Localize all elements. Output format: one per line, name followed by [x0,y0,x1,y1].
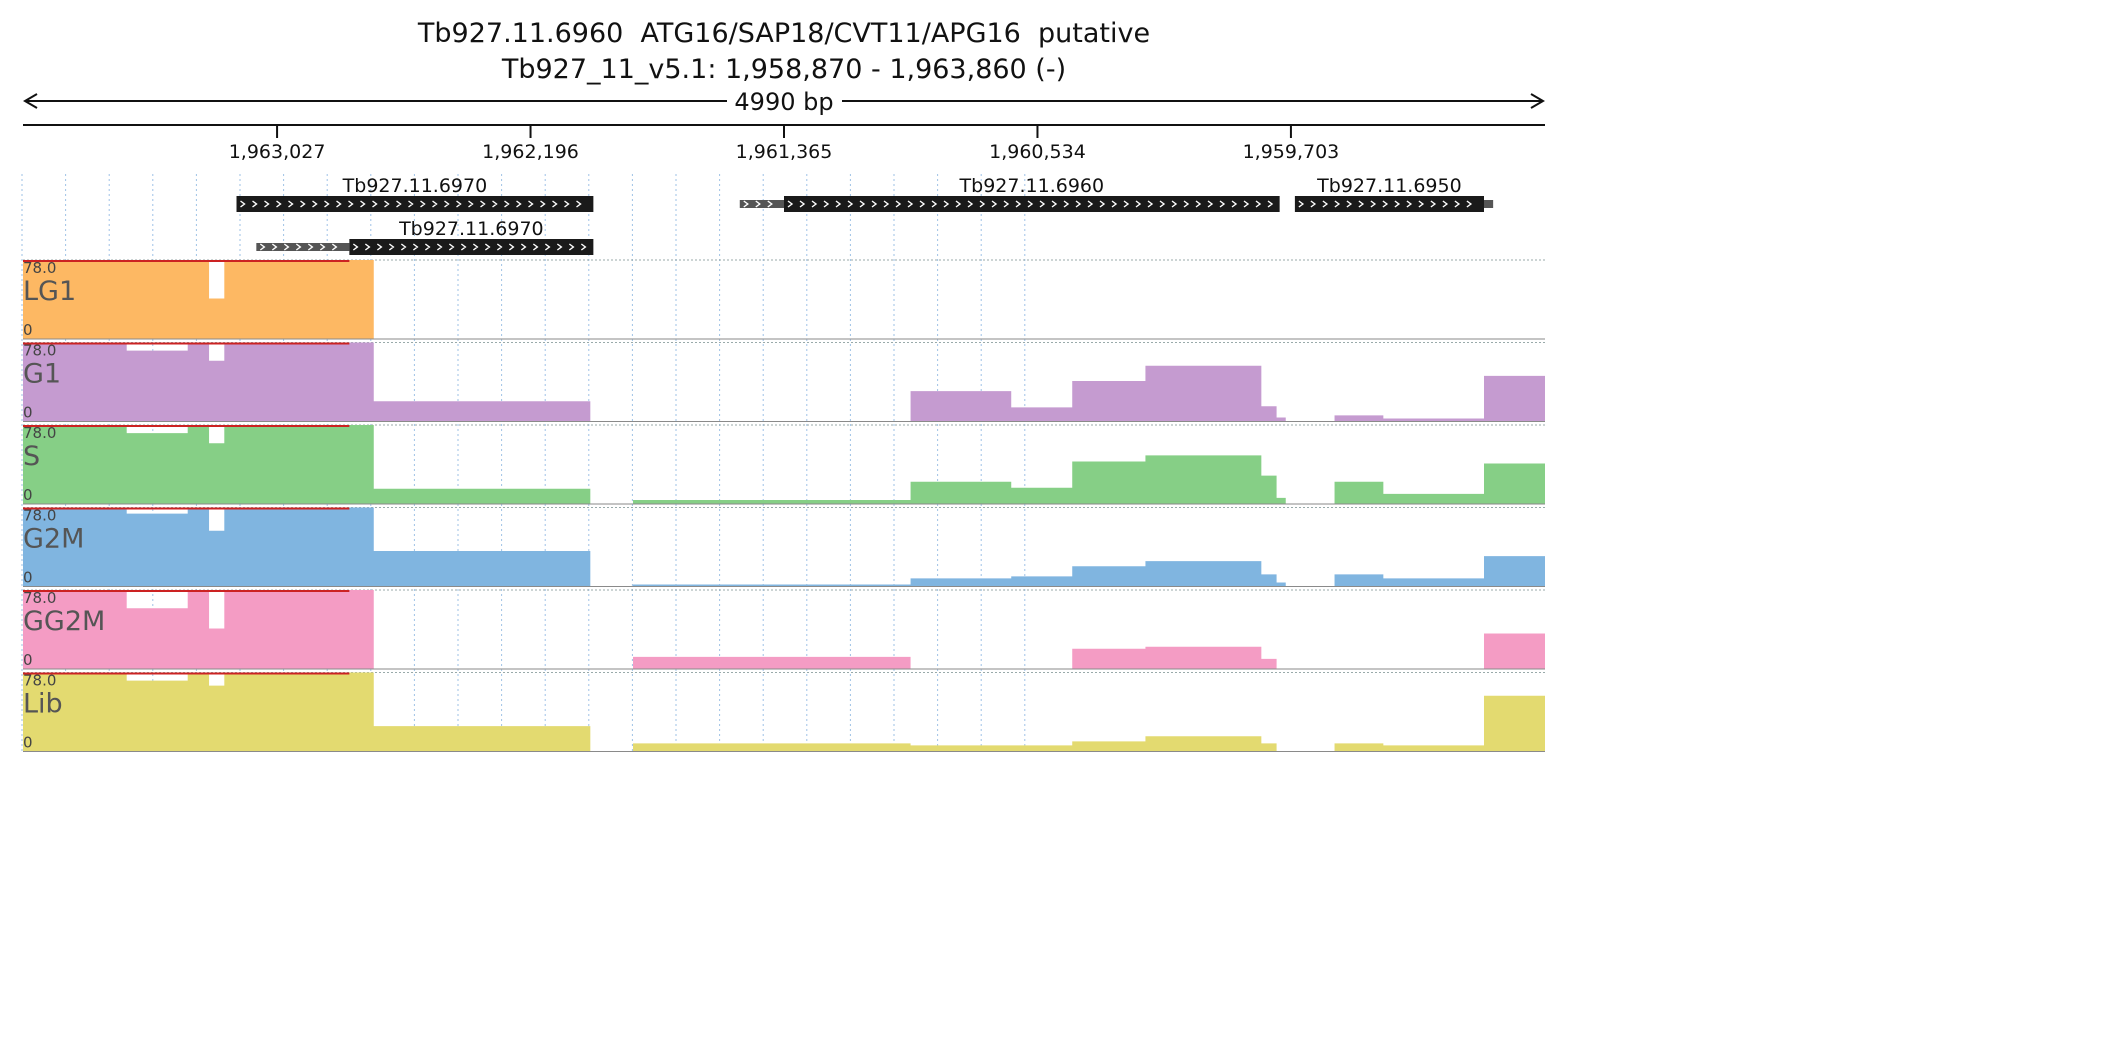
gene-cds [236,196,594,212]
ymin-label: 0 [23,734,33,752]
gene-utr [1483,200,1494,208]
tick-label: 1,963,027 [229,141,326,163]
tick-label: 1,959,703 [1243,141,1340,163]
gene-label: Tb927.11.6970 [398,218,544,240]
tick-label: 1,960,534 [989,141,1086,163]
coverage-area-s [23,425,1545,504]
chart-title: Tb927.11.6960 ATG16/SAP18/CVT11/APG16 pu… [417,18,1151,49]
strand-chevrons [1298,200,1473,208]
chart-subtitle: Tb927_11_v5.1: 1,958,870 - 1,963,860 (-) [501,54,1067,85]
ymin-label: 0 [23,569,33,587]
span-label: 4990 bp [734,88,833,116]
coverage-area-g1 [23,342,1545,422]
ymax-label: 78.0 [23,259,56,277]
gene-label: Tb927.11.6960 [959,175,1105,197]
track-label: G1 [23,359,61,390]
strand-chevrons [787,200,1274,208]
genome-browser-plot: 4990 bp 1,963,027 1,962,196 1,961,365 1,960,… [21,88,1545,752]
ymax-label: 78.0 [23,342,56,360]
ymax-label: 78.0 [23,589,56,607]
gene-label: Tb927.11.6970 [342,175,488,197]
gene-cds [1294,196,1484,212]
coverage-area-lg1 [23,260,1545,339]
ymax-label: 78.0 [23,672,56,690]
tick-label: 1,962,196 [482,141,579,163]
ymax-label: 78.0 [23,424,56,442]
track-label: G2M [23,524,84,555]
ymin-label: 0 [23,651,33,669]
track-label: Lib [23,689,63,720]
ymin-label: 0 [23,321,33,339]
track-label: GG2M [23,606,105,637]
ymax-label: 78.0 [23,507,56,525]
ymin-label: 0 [23,404,33,422]
strand-chevrons [259,243,338,251]
track-label: S [23,441,40,472]
gene-label: Tb927.11.6950 [1316,175,1462,197]
track-label: LG1 [23,276,76,307]
coverage-area-g2m [23,507,1545,587]
coverage-area-gg2m [23,590,1545,669]
strand-chevrons [743,200,773,208]
tick-label: 1,961,365 [736,141,833,163]
coverage-area-lib [23,672,1545,752]
gene-utr [739,200,784,208]
gene-cds [349,239,594,255]
strand-chevrons [240,200,582,208]
strand-chevrons [352,243,587,251]
ymin-label: 0 [23,486,33,504]
gene-utr [256,243,350,251]
span-arrow-right-head [1530,93,1545,109]
span-arrow-left-head [23,93,38,109]
